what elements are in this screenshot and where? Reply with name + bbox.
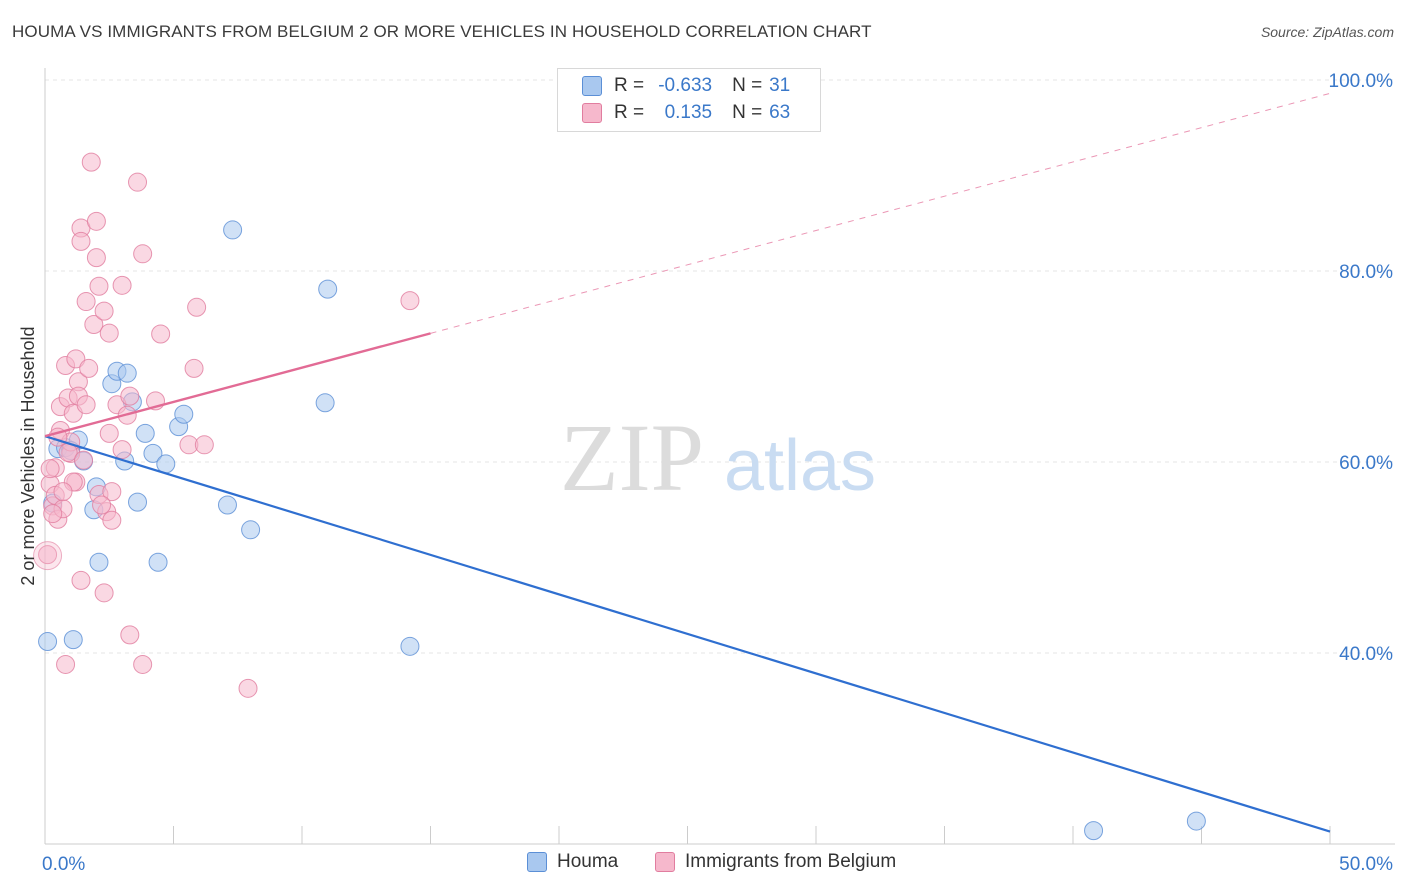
legend-r-label: R =	[614, 75, 645, 96]
bottom-legend-swatch-belgium	[655, 852, 675, 872]
bottom-legend-label-houma: Houma	[557, 851, 619, 872]
point-belgium	[74, 450, 94, 470]
point-belgium	[33, 541, 63, 571]
legend-n-value: 31	[769, 75, 791, 96]
y-tick-label: 60.0%	[1339, 453, 1393, 474]
point-belgium	[53, 482, 73, 502]
point-belgium	[84, 314, 104, 334]
scatter-points	[33, 152, 1206, 841]
point-houma	[148, 552, 168, 572]
point-belgium	[79, 358, 99, 378]
point-houma	[1186, 811, 1206, 831]
point-houma	[174, 404, 194, 424]
point-houma	[117, 363, 137, 383]
point-houma	[89, 552, 109, 572]
point-belgium	[86, 248, 106, 268]
point-belgium	[187, 297, 207, 317]
bottom-legend-swatch-houma	[527, 852, 547, 872]
point-belgium	[238, 678, 258, 698]
point-houma	[135, 423, 155, 443]
legend-row-belgium: R = 0.135 N = 63	[582, 100, 790, 126]
y-tick-label: 40.0%	[1339, 644, 1393, 665]
x-tick-label: 0.0%	[42, 854, 85, 875]
legend-swatch-houma	[582, 76, 602, 96]
point-belgium	[86, 211, 106, 231]
point-houma	[38, 632, 58, 652]
legend-row-houma: R = -0.633 N = 31	[582, 73, 790, 99]
y-tick-label: 100.0%	[1329, 71, 1394, 92]
point-belgium	[133, 654, 153, 674]
axes	[44, 68, 1395, 845]
point-houma	[223, 220, 243, 240]
legend-n-label: N =	[732, 75, 763, 96]
point-belgium	[56, 654, 76, 674]
watermark: ZIP atlas	[560, 404, 876, 511]
point-belgium	[120, 625, 140, 645]
point-belgium	[112, 275, 132, 295]
bottom-legend-label-belgium: Immigrants from Belgium	[685, 851, 897, 872]
point-houma	[217, 495, 237, 515]
legend-n-value: 63	[769, 102, 791, 123]
legend-n-label: N =	[732, 102, 763, 123]
point-belgium	[400, 291, 420, 311]
grid-lines	[45, 79, 1395, 654]
legend-r-value: -0.633	[658, 75, 713, 96]
point-houma	[400, 636, 420, 656]
point-belgium	[38, 545, 58, 565]
point-belgium	[76, 395, 96, 415]
point-belgium	[71, 231, 91, 251]
point-belgium	[194, 435, 214, 455]
x-tick-label: 50.0%	[1339, 854, 1393, 875]
trend-line-houma	[44, 435, 1331, 833]
point-belgium	[92, 495, 112, 515]
point-belgium	[112, 440, 132, 460]
watermark-zip: ZIP	[560, 404, 704, 511]
point-belgium	[128, 172, 148, 192]
point-houma	[241, 520, 261, 540]
point-belgium	[184, 358, 204, 378]
point-belgium	[94, 583, 114, 603]
point-belgium	[120, 386, 140, 406]
source-label: Source: ZipAtlas.com	[1260, 24, 1394, 40]
point-houma	[63, 630, 83, 650]
trend-lines	[44, 92, 1331, 833]
point-belgium	[94, 301, 114, 321]
legend-r-label: R =	[614, 102, 645, 123]
point-belgium	[102, 510, 122, 530]
trend-line-belgium	[44, 332, 431, 438]
point-belgium	[76, 292, 96, 312]
bottom-legend-houma[interactable]: Houma	[527, 851, 618, 873]
point-houma	[143, 443, 163, 463]
point-houma	[1084, 821, 1104, 841]
point-belgium	[99, 423, 119, 443]
point-belgium	[43, 504, 63, 524]
point-houma	[318, 279, 338, 299]
point-houma	[156, 454, 176, 474]
legend-r-value: 0.135	[664, 102, 713, 123]
point-belgium	[133, 244, 153, 264]
y-axis-label: 2 or more Vehicles in Household	[18, 326, 38, 585]
point-houma	[315, 393, 335, 413]
point-belgium	[151, 324, 171, 344]
point-belgium	[89, 276, 109, 296]
chart-title: HOUMA VS IMMIGRANTS FROM BELGIUM 2 OR MO…	[12, 22, 872, 41]
point-belgium	[81, 152, 101, 172]
point-belgium	[102, 482, 122, 502]
point-belgium	[99, 323, 119, 343]
y-tick-label: 80.0%	[1339, 262, 1393, 283]
watermark-atlas: atlas	[724, 426, 876, 506]
correlation-legend: R = -0.633 N = 31 R = 0.135 N = 63	[557, 68, 821, 132]
bottom-legend-belgium[interactable]: Immigrants from Belgium	[655, 851, 896, 873]
point-belgium	[66, 349, 86, 369]
point-houma	[128, 492, 148, 512]
legend-swatch-belgium	[582, 103, 602, 123]
point-belgium	[40, 459, 60, 479]
point-belgium	[71, 570, 91, 590]
tick-labels: 40.0% 60.0% 80.0% 100.0% 0.0% 50.0%	[42, 71, 1393, 875]
